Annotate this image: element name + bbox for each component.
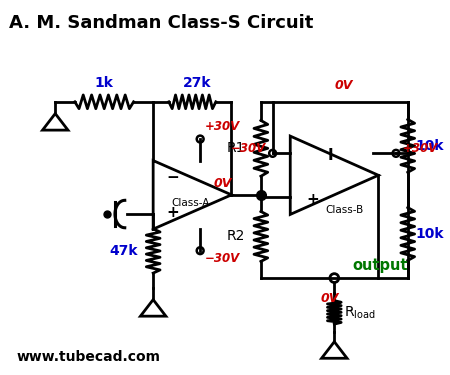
Text: Class-A: Class-A <box>171 198 210 208</box>
Text: 0V: 0V <box>213 177 231 190</box>
Text: −: − <box>167 170 180 185</box>
Text: 10k: 10k <box>416 139 444 153</box>
Text: R$_{\rm load}$: R$_{\rm load}$ <box>344 304 376 321</box>
Text: A. M. Sandman Class-S Circuit: A. M. Sandman Class-S Circuit <box>9 14 314 32</box>
Text: R1: R1 <box>227 141 245 155</box>
Text: +30V: +30V <box>205 120 240 133</box>
Text: R2: R2 <box>227 230 245 243</box>
Text: output: output <box>352 258 407 273</box>
Text: −30V: −30V <box>205 252 240 265</box>
Text: 27k: 27k <box>183 76 211 90</box>
Text: −30V: −30V <box>230 142 266 155</box>
Text: www.tubecad.com: www.tubecad.com <box>16 350 160 364</box>
Text: 47k: 47k <box>109 244 138 258</box>
Text: 0V: 0V <box>320 292 338 305</box>
Text: I: I <box>328 148 333 163</box>
Text: 10k: 10k <box>416 227 444 241</box>
Text: +30V: +30V <box>403 142 438 155</box>
Text: Class-B: Class-B <box>325 204 363 214</box>
Text: +: + <box>167 205 180 220</box>
Text: 1k: 1k <box>95 76 114 90</box>
Text: 0V: 0V <box>335 79 353 92</box>
Text: +: + <box>306 192 319 207</box>
